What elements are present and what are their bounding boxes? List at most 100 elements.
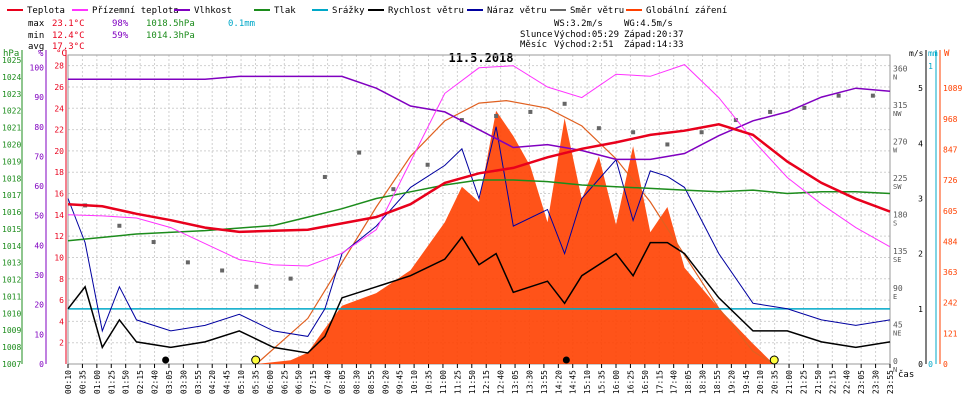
legend-label: Směr větru <box>570 6 624 16</box>
x-tick-label: 03:55 <box>194 370 203 394</box>
wind-dir-point <box>631 130 636 135</box>
axis-hpa-tick: 1015 <box>2 225 21 234</box>
axis-c-tick: 14 <box>54 211 64 220</box>
x-tick-label: 02:40 <box>151 370 160 394</box>
wind-dir-point <box>288 276 293 281</box>
axis-pct-tick: 0 <box>39 360 44 369</box>
axis-dir-label: SE <box>893 256 901 264</box>
chart-title: 11.5.2018 <box>448 51 513 65</box>
axis-c-tick: 2 <box>59 339 64 348</box>
axis-hpa-tick: 1022 <box>2 107 21 116</box>
x-tick-label: 03:30 <box>179 370 188 394</box>
x-tick-label: 23:30 <box>872 370 881 394</box>
stats-avg-temp: 17.3°C <box>52 42 85 52</box>
info-mesic-label: Měsíc <box>520 40 547 50</box>
x-tick-label: 11:00 <box>439 370 448 394</box>
axis-hpa-tick: 1017 <box>2 191 21 200</box>
axis-ms-tick: 4 <box>918 139 923 148</box>
moonset-marker <box>562 356 570 364</box>
wind-dir-point <box>254 284 259 289</box>
x-tick-label: 01:00 <box>93 370 102 394</box>
axis-w-tick: 726 <box>943 176 958 185</box>
stats-min-temp: 12.4°C <box>52 31 85 41</box>
sunrise-marker <box>251 355 261 365</box>
axis-hpa-tick: 1011 <box>2 292 21 301</box>
axis-w-tick: 968 <box>943 115 958 124</box>
x-tick-label: 06:50 <box>295 370 304 394</box>
x-tick-label: 13:30 <box>525 370 534 394</box>
series-radiation-theoretical <box>256 99 774 365</box>
axis-ms-tick: 0 <box>918 360 923 369</box>
axis-c-tick: 26 <box>54 83 64 92</box>
axis-w-tick: 605 <box>943 207 958 216</box>
x-tick-label: 20:10 <box>756 370 765 394</box>
axis-c-tick: 24 <box>54 104 64 113</box>
x-tick-label: 11:50 <box>468 370 477 394</box>
axis-pct-tick: 100 <box>30 63 45 72</box>
x-tick-label: 04:45 <box>223 370 232 394</box>
axis-dir-label: NE <box>893 329 901 337</box>
x-tick-label: 16:50 <box>641 370 650 394</box>
legend-label: Náraz větru <box>487 6 547 16</box>
x-tick-label: 07:15 <box>309 370 318 394</box>
axis-c-tick: 18 <box>54 168 64 177</box>
axis-hpa-tick: 1010 <box>2 309 21 318</box>
x-tick-label: 05:10 <box>237 370 246 394</box>
stats-panel: max 23.1°C 98% 1018.5hPa 0.1mm min 12.4°… <box>28 19 255 52</box>
x-tick-label: 14:20 <box>554 370 563 394</box>
x-tick-label: 23:55 <box>886 370 895 394</box>
axis-c-tick: 16 <box>54 190 64 199</box>
axis-dir-tick: 180 <box>893 211 908 220</box>
stats-min-press: 1014.3hPa <box>146 31 195 41</box>
x-tick-label: 08:55 <box>367 370 376 394</box>
x-tick-label: 14:45 <box>569 370 578 394</box>
info-slunce-vychod: Východ:05:29 <box>554 30 619 40</box>
wind-dir-point <box>870 93 875 98</box>
axis-pct-tick: 10 <box>34 330 44 339</box>
info-panel: WS:3.2m/s WG:4.5m/s Slunce Východ:05:29 … <box>520 19 684 50</box>
axis-dir-tick: 45 <box>893 320 903 329</box>
wind-dir-point <box>322 174 327 179</box>
axis-pct-tick: 80 <box>34 123 44 132</box>
axis-hpa-tick: 1020 <box>2 140 21 149</box>
axis-hpa-tick: 1009 <box>2 326 21 335</box>
x-tick-label: 17:40 <box>670 370 679 394</box>
stats-max-hum: 98% <box>112 19 129 29</box>
axis-w-unit: W <box>944 49 950 59</box>
wind-dir-point <box>425 162 430 167</box>
axis-w-tick: 484 <box>943 237 958 246</box>
legend: Teplota Přízemní teplota Vlhkost Tlak Srážky… <box>7 6 727 16</box>
axis-pct-tick: 60 <box>34 182 44 191</box>
legend-label: Teplota <box>27 6 65 16</box>
axis-pct-unit: % <box>38 49 44 59</box>
axis-pct-tick: 50 <box>34 212 44 221</box>
wind-dir-point <box>151 240 156 245</box>
axis-dir-label: W <box>893 146 898 154</box>
x-tick-label: 23:05 <box>857 370 866 394</box>
legend-label: Tlak <box>274 6 296 16</box>
axis-dir-label: S <box>893 220 897 228</box>
series-ground-temp <box>67 64 891 267</box>
wind-dir-point <box>768 109 773 114</box>
axis-w-tick: 0 <box>943 360 948 369</box>
axis-w-tick: 121 <box>943 329 958 338</box>
x-tick-label: 01:50 <box>122 370 131 394</box>
axis-pct-tick: 30 <box>34 271 44 280</box>
series-humidity <box>68 75 891 161</box>
axis-pct-tick: 70 <box>34 152 44 161</box>
axis-ms-tick: 2 <box>918 250 923 259</box>
axis-dir-label: N <box>893 73 897 81</box>
x-tick-label: 19:45 <box>742 370 751 394</box>
axis-ms-unit: m/s <box>909 49 924 58</box>
wind-dir-point <box>117 223 122 228</box>
x-tick-label: 17:15 <box>655 370 664 394</box>
axis-c-tick: 6 <box>59 296 64 305</box>
wind-dir-point <box>185 260 190 265</box>
wind-dir-point <box>665 142 670 147</box>
y-axes: hPa1007100810091010101110121013101410151… <box>2 49 962 374</box>
x-tick-label: 01:25 <box>107 370 116 394</box>
axis-dir-label: E <box>893 293 897 301</box>
x-tick-label: 21:50 <box>814 370 823 394</box>
axis-hpa-tick: 1012 <box>2 276 21 285</box>
